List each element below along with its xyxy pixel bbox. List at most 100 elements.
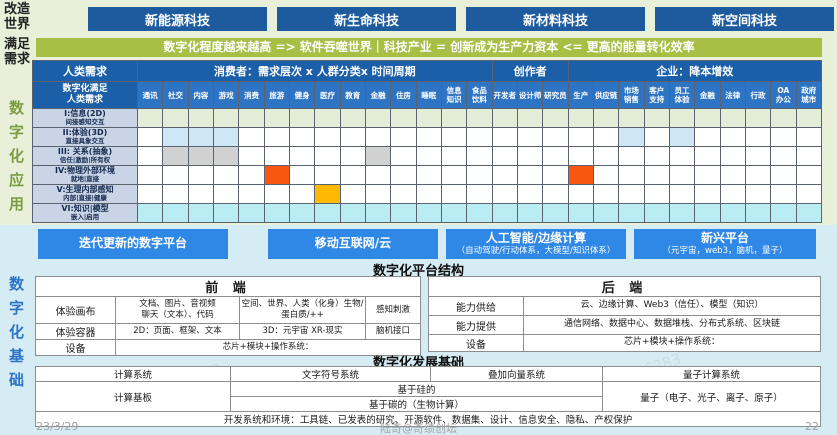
backend-panel: 后 端 能力供给 云、边缘计算、Web3（信任）、模型（知识） 能力提供 通信网… <box>428 276 821 352</box>
matrix-cell <box>187 108 214 128</box>
matrix-cell <box>618 146 645 166</box>
matrix-column-header: 消费 <box>238 81 265 109</box>
matrix-column-header: 睡眠 <box>415 81 442 109</box>
matrix-cell <box>542 146 569 166</box>
matrix-column-header: 开发者 <box>491 81 518 109</box>
foundation-dev-environment-cell: 开发系统和环境：工具链、已发表的研究、开源软件、数据集、设计、信息安全、隐私、产… <box>35 411 821 427</box>
matrix-row-label: VI:知识|模型 嵌入|启用 <box>32 203 138 223</box>
matrix-cell <box>668 127 696 147</box>
matrix-cell <box>719 127 746 147</box>
matrix-column-header: 员工 体验 <box>668 81 696 109</box>
backend-row-label: 设备 <box>428 334 524 352</box>
matrix-cell <box>567 146 594 166</box>
matrix-cell <box>390 184 417 204</box>
foundation-cell: 文字符号系统 <box>230 366 431 382</box>
matrix-cell <box>288 127 316 147</box>
button-new-space-tech[interactable]: 新空间科技 <box>655 7 834 31</box>
matrix-cell <box>162 108 189 128</box>
matrix-cell <box>744 184 772 204</box>
matrix-column-header: 健身 <box>288 81 316 109</box>
matrix-cell <box>136 184 164 204</box>
matrix-cell <box>339 184 366 204</box>
matrix-corner-top: 人类需求 <box>32 60 138 82</box>
matrix-cell <box>491 203 518 223</box>
matrix-cell <box>694 146 721 166</box>
frontend-panel-title: 前 端 <box>34 276 422 297</box>
matrix-cell <box>162 203 189 223</box>
matrix-cell <box>364 127 392 147</box>
matrix-column-header: 金融 <box>694 81 721 109</box>
matrix-cell <box>770 165 797 185</box>
matrix-cell <box>390 165 417 185</box>
button-iterative-digital-platform[interactable]: 迭代更新的数字平台 <box>38 229 228 259</box>
matrix-cell <box>162 146 189 166</box>
matrix-column-header: 医疗 <box>314 81 341 109</box>
matrix-column-header: 行政 <box>744 81 772 109</box>
matrix-cell <box>339 146 366 166</box>
matrix-cell <box>491 165 518 185</box>
button-ai-edge-computing[interactable]: 人工智能/边缘计算 （自动驾驶/行动体系，大模型/知识体系） <box>446 229 626 259</box>
matrix-cell <box>364 108 392 128</box>
matrix-cell <box>288 165 316 185</box>
matrix-cell <box>212 184 240 204</box>
matrix-cell <box>542 165 569 185</box>
matrix-cell <box>314 165 341 185</box>
matrix-cell <box>491 184 518 204</box>
footer-author: 陆奇@奇绩创坛 <box>380 422 457 435</box>
matrix-cell <box>238 146 265 166</box>
platform-button-sublabel: （元宇宙，web3，脑机，量子） <box>662 245 788 256</box>
matrix-cell <box>592 165 620 185</box>
matrix-cell <box>516 108 544 128</box>
matrix-cell <box>263 146 290 166</box>
backend-cell: 芯片+模块+操作系统： <box>523 334 821 352</box>
button-mobile-internet-cloud[interactable]: 移动互联网/云 <box>268 229 438 259</box>
side-label-satisfy-needs: 满足需求 <box>4 37 31 67</box>
frontend-cell: 文档、图片、音视频 聊天（文本）、代码 <box>115 296 240 324</box>
matrix-cell <box>162 165 189 185</box>
digitalization-banner: 数字化程度越来越高 => 软件吞噬世界｜科技产业 = 创新成为生产力资本 <= … <box>36 38 822 57</box>
matrix-cell <box>668 184 696 204</box>
matrix-cell <box>415 127 442 147</box>
matrix-cell <box>668 165 696 185</box>
matrix-cell <box>390 127 417 147</box>
matrix-cell <box>466 127 493 147</box>
matrix-cell <box>440 165 468 185</box>
matrix-cell <box>238 108 265 128</box>
matrix-cell <box>314 127 341 147</box>
matrix-column-header: 教育 <box>339 81 366 109</box>
needs-matrix-table: 人类需求 消费者：需求层次 x 人群分类x 时间周期 创作者 企业：降本增效 数字化满足… <box>32 60 823 223</box>
matrix-cell <box>719 108 746 128</box>
matrix-cell <box>770 127 797 147</box>
matrix-cell <box>719 203 746 223</box>
matrix-column-header: 旅游 <box>263 81 290 109</box>
matrix-cell <box>744 108 772 128</box>
side-label-digital-application: 数字化应用 <box>9 99 25 213</box>
matrix-cell <box>618 108 645 128</box>
matrix-cell <box>567 203 594 223</box>
button-new-energy-tech[interactable]: 新能源科技 <box>88 7 267 31</box>
matrix-cell <box>795 184 823 204</box>
matrix-cell <box>770 108 797 128</box>
matrix-cell <box>542 184 569 204</box>
matrix-cell <box>187 203 214 223</box>
matrix-cell <box>668 146 696 166</box>
button-new-material-tech[interactable]: 新材料科技 <box>466 7 645 31</box>
matrix-cell <box>136 203 164 223</box>
matrix-column-header: 食品 饮料 <box>466 81 493 109</box>
matrix-cell <box>415 146 442 166</box>
matrix-cell <box>618 165 645 185</box>
frontend-cell: 空间、世界、人类（化身）生物/ 蛋白质/++ <box>239 296 366 324</box>
matrix-cell <box>364 165 392 185</box>
matrix-cell <box>364 146 392 166</box>
button-emerging-platform[interactable]: 新兴平台 （元宇宙，web3，脑机，量子） <box>634 229 816 259</box>
matrix-cell <box>466 108 493 128</box>
matrix-cell <box>592 127 620 147</box>
matrix-cell <box>238 165 265 185</box>
matrix-cell <box>592 203 620 223</box>
foundation-cell: 叠加向量系统 <box>430 366 603 382</box>
frontend-cell: 3D：元宇宙 XR-现实 <box>239 323 366 340</box>
matrix-cell <box>643 146 670 166</box>
matrix-cell <box>288 203 316 223</box>
button-new-life-tech[interactable]: 新生命科技 <box>277 7 456 31</box>
